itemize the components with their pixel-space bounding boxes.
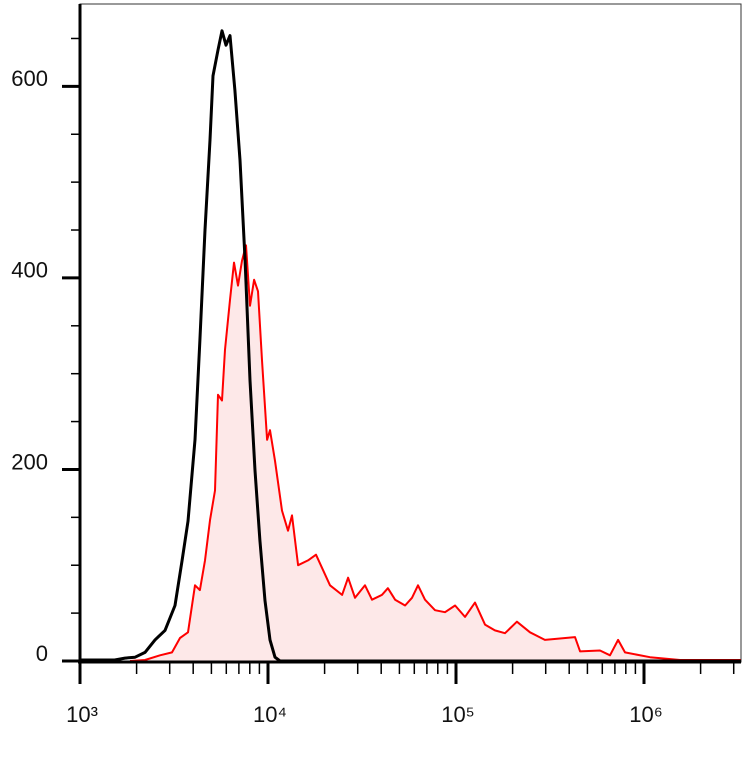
y-tick-label: 0	[36, 641, 48, 666]
area	[130, 245, 741, 662]
line	[129, 244, 741, 662]
y-tick-label: 200	[11, 449, 48, 474]
y-tick-label: 600	[11, 66, 48, 91]
plot-frame	[79, 3, 742, 663]
x-tick-label: 10⁴	[253, 702, 287, 727]
y-tick-label: 400	[11, 258, 48, 283]
x-tick-label: 10⁵	[441, 702, 475, 727]
x-tick-label: 10⁶	[629, 702, 663, 727]
x-tick-label: 10³	[66, 702, 98, 727]
line	[80, 29, 741, 663]
